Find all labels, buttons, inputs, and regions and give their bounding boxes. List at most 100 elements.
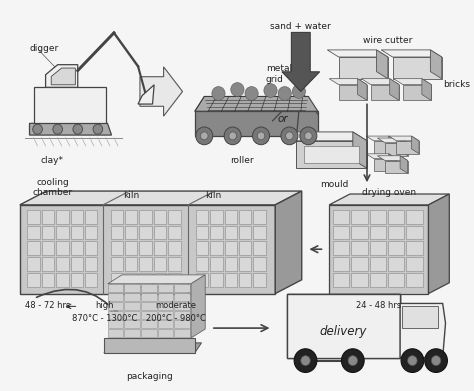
Polygon shape xyxy=(329,205,428,294)
Bar xyxy=(139,257,152,271)
Bar xyxy=(210,210,223,224)
Bar xyxy=(239,257,251,271)
Polygon shape xyxy=(357,79,367,100)
Bar xyxy=(56,257,69,271)
Bar xyxy=(351,273,368,287)
Bar xyxy=(125,311,140,319)
Polygon shape xyxy=(376,50,388,79)
Circle shape xyxy=(224,127,241,145)
Polygon shape xyxy=(411,136,419,154)
Circle shape xyxy=(401,349,424,373)
Circle shape xyxy=(53,124,63,134)
Polygon shape xyxy=(329,79,367,84)
Polygon shape xyxy=(400,156,408,173)
Polygon shape xyxy=(400,138,408,156)
Bar xyxy=(158,320,173,328)
Bar xyxy=(125,329,140,337)
Circle shape xyxy=(231,83,244,97)
Circle shape xyxy=(286,132,293,140)
Bar xyxy=(388,241,404,255)
Bar xyxy=(108,320,124,328)
Circle shape xyxy=(278,86,292,100)
Bar xyxy=(406,273,423,287)
Bar xyxy=(239,241,251,255)
Polygon shape xyxy=(385,143,408,156)
Bar xyxy=(253,210,266,224)
Bar xyxy=(85,273,97,287)
Text: digger: digger xyxy=(29,44,58,53)
Bar xyxy=(139,226,152,239)
Text: wire cutter: wire cutter xyxy=(363,36,412,45)
Bar xyxy=(42,273,54,287)
Bar xyxy=(239,273,251,287)
Bar xyxy=(333,257,349,271)
Bar xyxy=(56,226,69,239)
Polygon shape xyxy=(366,136,396,141)
Polygon shape xyxy=(191,275,205,338)
Text: 200°C - 980°C: 200°C - 980°C xyxy=(146,314,206,323)
Bar xyxy=(225,257,237,271)
Text: bricks: bricks xyxy=(443,80,470,89)
Bar xyxy=(253,257,266,271)
Bar xyxy=(125,320,140,328)
Polygon shape xyxy=(377,156,408,160)
Bar xyxy=(141,329,157,337)
Circle shape xyxy=(245,86,258,100)
Circle shape xyxy=(292,84,306,99)
Polygon shape xyxy=(371,84,399,100)
Circle shape xyxy=(300,127,317,145)
Bar xyxy=(139,210,152,224)
Bar xyxy=(141,284,157,292)
Text: mould: mould xyxy=(319,180,348,189)
Bar xyxy=(85,257,97,271)
Bar xyxy=(110,210,123,224)
Polygon shape xyxy=(195,111,318,136)
Polygon shape xyxy=(389,136,396,154)
Bar xyxy=(108,284,124,292)
Polygon shape xyxy=(140,67,182,116)
Polygon shape xyxy=(392,57,442,79)
Bar xyxy=(154,257,166,271)
Bar xyxy=(85,226,97,239)
Bar xyxy=(154,226,166,239)
Bar xyxy=(253,241,266,255)
Text: 24 - 48 hrs: 24 - 48 hrs xyxy=(356,301,401,310)
Circle shape xyxy=(257,132,265,140)
Text: cooling
chamber: cooling chamber xyxy=(33,178,73,197)
Polygon shape xyxy=(51,68,75,85)
Bar xyxy=(125,241,137,255)
Bar xyxy=(168,273,181,287)
Polygon shape xyxy=(138,85,154,104)
Bar xyxy=(27,210,40,224)
Circle shape xyxy=(281,127,298,145)
Bar xyxy=(370,257,386,271)
Bar xyxy=(141,302,157,310)
Bar xyxy=(253,273,266,287)
Bar xyxy=(406,257,423,271)
Polygon shape xyxy=(389,136,419,141)
Bar xyxy=(125,226,137,239)
Polygon shape xyxy=(385,160,408,173)
Circle shape xyxy=(408,356,417,366)
Circle shape xyxy=(33,124,42,134)
Bar xyxy=(370,210,386,224)
Text: 870°C - 1300°C: 870°C - 1300°C xyxy=(72,314,137,323)
Polygon shape xyxy=(400,303,446,358)
Polygon shape xyxy=(104,343,201,353)
Polygon shape xyxy=(282,32,319,91)
Text: roller: roller xyxy=(230,156,254,165)
Bar xyxy=(174,329,190,337)
Bar xyxy=(108,311,124,319)
Bar xyxy=(110,257,123,271)
Polygon shape xyxy=(327,50,388,57)
Text: kiln: kiln xyxy=(123,191,139,200)
Bar xyxy=(174,320,190,328)
Bar xyxy=(351,226,368,239)
Bar xyxy=(196,241,208,255)
Polygon shape xyxy=(374,158,396,171)
Circle shape xyxy=(348,356,357,366)
Bar xyxy=(406,241,423,255)
Bar xyxy=(196,210,208,224)
Circle shape xyxy=(196,127,213,145)
Bar xyxy=(388,226,404,239)
